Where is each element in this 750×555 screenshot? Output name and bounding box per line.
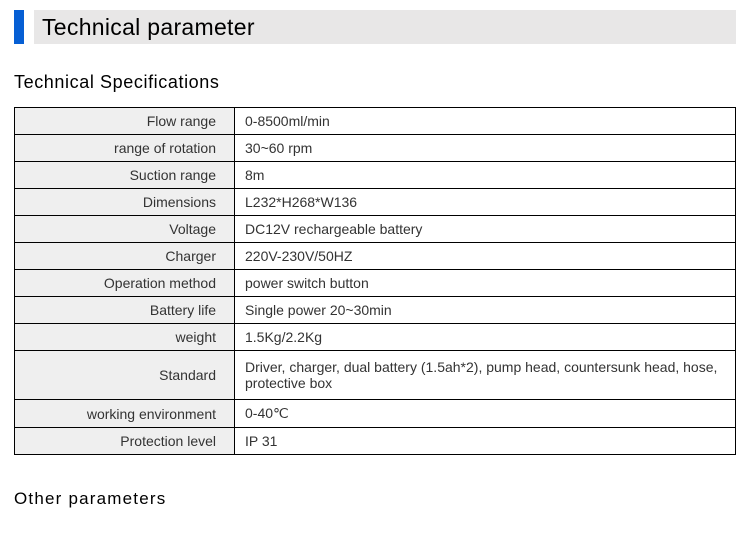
row-label: range of rotation [15, 135, 235, 162]
table-row: range of rotation30~60 rpm [15, 135, 736, 162]
table-row: weight1.5Kg/2.2Kg [15, 324, 736, 351]
row-value: 0-40℃ [235, 400, 736, 428]
table-row: DimensionsL232*H268*W136 [15, 189, 736, 216]
row-value: Single power 20~30min [235, 297, 736, 324]
row-value: 0-8500ml/min [235, 108, 736, 135]
table-row: Flow range0-8500ml/min [15, 108, 736, 135]
table-row: Charger220V-230V/50HZ [15, 243, 736, 270]
row-value: IP 31 [235, 428, 736, 455]
section-title: Technical parameter [34, 10, 736, 44]
row-value: DC12V rechargeable battery [235, 216, 736, 243]
table-row: Suction range8m [15, 162, 736, 189]
row-label: Battery life [15, 297, 235, 324]
row-label: Protection level [15, 428, 235, 455]
accent-bar [14, 10, 24, 44]
row-value: 1.5Kg/2.2Kg [235, 324, 736, 351]
row-label: Standard [15, 351, 235, 400]
row-value: power switch button [235, 270, 736, 297]
row-label: Flow range [15, 108, 235, 135]
row-value: 8m [235, 162, 736, 189]
table-row: Protection levelIP 31 [15, 428, 736, 455]
other-heading: Other parameters [14, 489, 736, 509]
table-row: working environment0-40℃ [15, 400, 736, 428]
table-row: VoltageDC12V rechargeable battery [15, 216, 736, 243]
spec-table: Flow range0-8500ml/minrange of rotation3… [14, 107, 736, 455]
row-label: Operation method [15, 270, 235, 297]
row-label: Voltage [15, 216, 235, 243]
row-label: weight [15, 324, 235, 351]
row-value: 30~60 rpm [235, 135, 736, 162]
row-value: L232*H268*W136 [235, 189, 736, 216]
row-value: Driver, charger, dual battery (1.5ah*2),… [235, 351, 736, 400]
row-label: Charger [15, 243, 235, 270]
row-label: Dimensions [15, 189, 235, 216]
row-label: Suction range [15, 162, 235, 189]
section-header: Technical parameter [14, 10, 736, 44]
row-value: 220V-230V/50HZ [235, 243, 736, 270]
row-label: working environment [15, 400, 235, 428]
table-row: Operation methodpower switch button [15, 270, 736, 297]
table-row: Battery lifeSingle power 20~30min [15, 297, 736, 324]
table-row: StandardDriver, charger, dual battery (1… [15, 351, 736, 400]
spec-heading: Technical Specifications [14, 72, 736, 93]
